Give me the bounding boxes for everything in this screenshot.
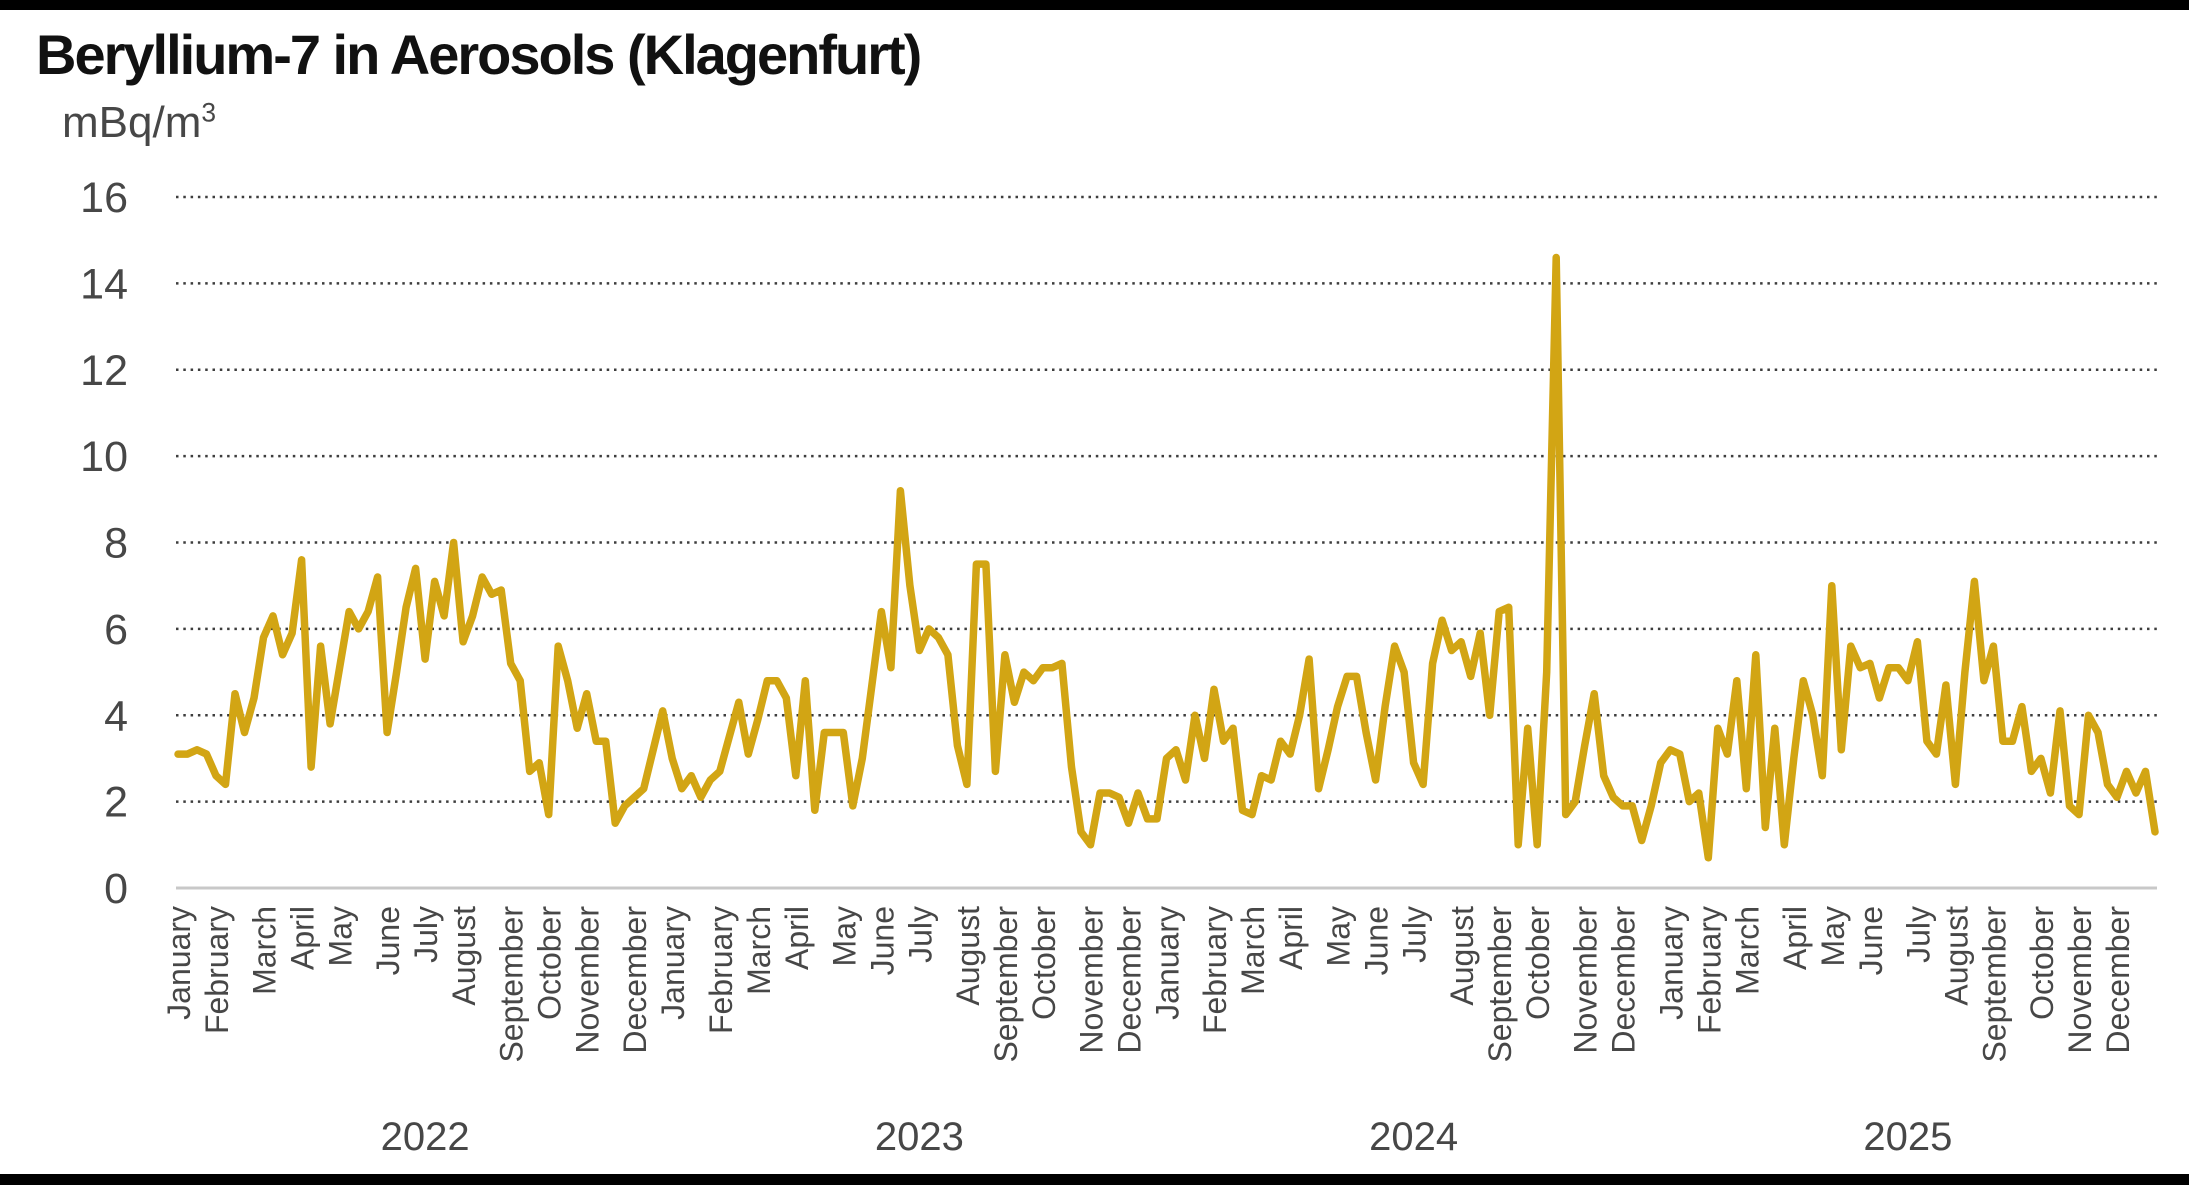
x-month-label-2025-august: August	[1938, 906, 1974, 1006]
x-month-label-2025-may: May	[1815, 906, 1851, 966]
x-month-label-2024-april: April	[1273, 906, 1309, 970]
y-tick-label-16: 16	[80, 174, 128, 222]
x-month-label-2024-july: July	[1397, 906, 1433, 963]
y-tick-label-6: 6	[104, 606, 128, 654]
x-month-label-2023-february: February	[703, 906, 739, 1034]
x-month-label-2023-january: January	[655, 906, 691, 1020]
x-year-label-2022: 2022	[381, 1115, 470, 1159]
x-year-label-2023: 2023	[875, 1115, 964, 1159]
x-month-label-2023-october: October	[1026, 906, 1062, 1020]
x-month-label-2025-december: December	[2100, 906, 2136, 1054]
x-month-label-2022-february: February	[199, 906, 235, 1034]
y-tick-label-12: 12	[80, 347, 128, 395]
x-month-label-2024-november: November	[1568, 906, 1604, 1054]
x-month-label-2025-february: February	[1691, 906, 1727, 1034]
x-year-label-2024: 2024	[1369, 1115, 1458, 1159]
x-month-label-2022-august: August	[446, 906, 482, 1006]
x-month-label-2022-june: June	[370, 906, 406, 975]
window-top-edge	[0, 0, 2189, 10]
x-month-label-2022-november: November	[570, 906, 606, 1054]
x-month-label-2023-august: August	[950, 906, 986, 1006]
x-month-label-2022-january: January	[161, 906, 197, 1020]
x-month-label-2023-september: September	[988, 906, 1024, 1063]
x-month-label-2023-july: July	[902, 906, 938, 963]
y-tick-label-4: 4	[104, 692, 128, 740]
x-month-label-2024-may: May	[1321, 906, 1357, 966]
x-month-label-2023-march: March	[741, 906, 777, 995]
x-month-label-2023-may: May	[826, 906, 862, 966]
y-tick-label-14: 14	[80, 260, 128, 308]
x-month-label-2025-september: September	[1976, 906, 2012, 1063]
x-month-label-2024-september: September	[1482, 906, 1518, 1063]
x-month-label-2025-july: July	[1900, 906, 1936, 963]
x-month-label-2025-june: June	[1853, 906, 1889, 975]
y-axis-unit-label: mBq/m3	[62, 98, 216, 148]
x-month-label-2025-january: January	[1653, 906, 1689, 1020]
chart-title: Beryllium-7 in Aerosols (Klagenfurt)	[36, 23, 922, 86]
x-month-label-2022-april: April	[285, 906, 321, 970]
x-month-label-2024-december: December	[1606, 906, 1642, 1054]
x-month-label-2025-november: November	[2062, 906, 2098, 1054]
x-month-label-2022-september: September	[494, 906, 530, 1063]
x-month-label-2023-june: June	[864, 906, 900, 975]
x-month-label-2025-april: April	[1777, 906, 1813, 970]
x-month-label-2023-december: December	[1112, 906, 1148, 1054]
x-month-label-2024-february: February	[1197, 906, 1233, 1034]
y-axis-unit-base: mBq/m	[62, 98, 202, 147]
x-month-label-2022-may: May	[323, 906, 359, 966]
y-axis-unit-exponent: 3	[201, 97, 217, 128]
x-month-label-2022-december: December	[617, 906, 653, 1054]
x-month-label-2025-october: October	[2024, 906, 2060, 1020]
x-month-label-2022-october: October	[532, 906, 568, 1020]
data-series-line	[174, 253, 2159, 862]
x-month-label-2024-january: January	[1150, 906, 1186, 1020]
window-bottom-edge	[0, 1174, 2189, 1185]
x-month-label-2023-april: April	[779, 906, 815, 970]
y-tick-label-8: 8	[104, 520, 128, 568]
x-month-label-2023-november: November	[1074, 906, 1110, 1054]
y-tick-label-0: 0	[104, 865, 128, 913]
x-month-label-2024-march: March	[1235, 906, 1271, 995]
x-month-label-2022-july: July	[408, 906, 444, 963]
x-year-label-2025: 2025	[1863, 1115, 1952, 1159]
x-month-label-2024-october: October	[1520, 906, 1556, 1020]
x-month-label-2024-august: August	[1444, 906, 1480, 1006]
y-tick-label-10: 10	[80, 433, 128, 481]
x-month-label-2025-march: March	[1729, 906, 1765, 995]
x-month-label-2022-march: March	[247, 906, 283, 995]
x-month-label-2024-june: June	[1359, 906, 1395, 975]
y-tick-label-2: 2	[104, 779, 128, 827]
